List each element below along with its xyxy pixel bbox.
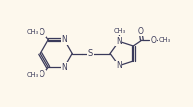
Text: CH₃: CH₃ bbox=[27, 29, 39, 35]
Text: CH₃: CH₃ bbox=[114, 28, 126, 34]
Text: N: N bbox=[116, 61, 122, 70]
Text: CH₃: CH₃ bbox=[159, 37, 171, 43]
Text: O: O bbox=[150, 36, 156, 45]
Text: O: O bbox=[39, 71, 45, 80]
Text: S: S bbox=[88, 49, 93, 58]
Text: N: N bbox=[116, 37, 122, 46]
Text: CH₃: CH₃ bbox=[27, 72, 39, 78]
Text: O: O bbox=[138, 27, 144, 36]
Text: N: N bbox=[61, 35, 67, 44]
Text: N: N bbox=[61, 63, 67, 72]
Text: O: O bbox=[39, 27, 45, 36]
